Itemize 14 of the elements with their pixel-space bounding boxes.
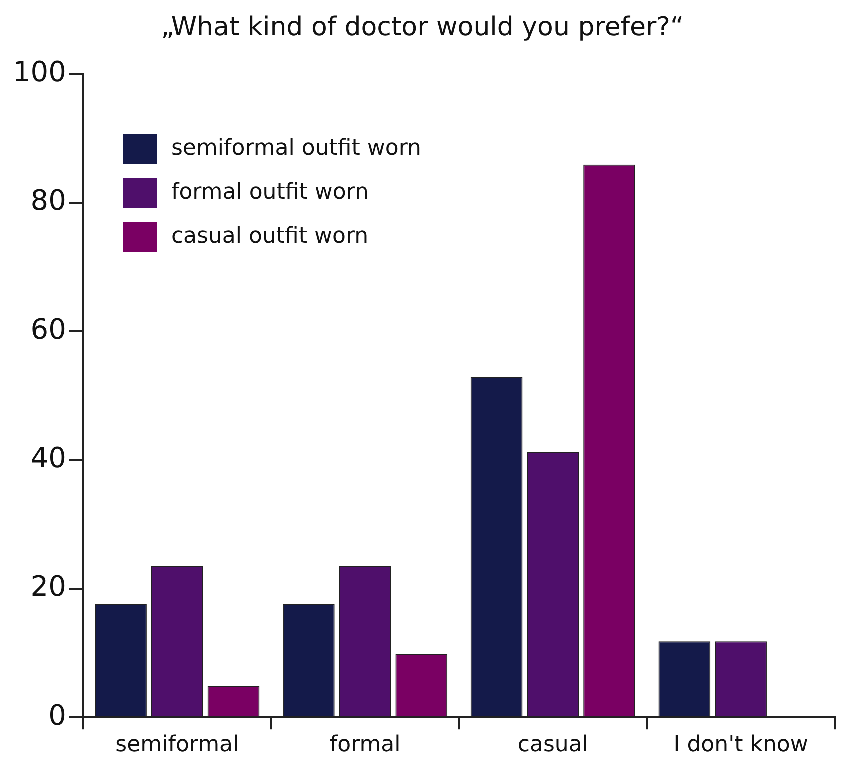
y-tick-label: 80 (30, 184, 66, 218)
legend-label: semiformal outfit worn (171, 136, 422, 161)
legend-label: formal outfit worn (171, 180, 369, 205)
chart-title: „What kind of doctor would you prefer?“ (161, 12, 684, 42)
y-tick-label: 20 (30, 570, 66, 604)
x-tick-label: formal (330, 732, 401, 758)
y-tick-label: 0 (48, 698, 66, 732)
x-tick-label: I don't know (674, 732, 808, 758)
x-tick-label: semiformal (116, 732, 240, 758)
y-tick-label: 100 (12, 55, 66, 88)
y-tick-label: 40 (30, 442, 66, 475)
y-tick-label: 60 (30, 312, 66, 346)
legend-label: casual outfit worn (171, 224, 369, 249)
x-tick-label: casual (518, 732, 588, 758)
